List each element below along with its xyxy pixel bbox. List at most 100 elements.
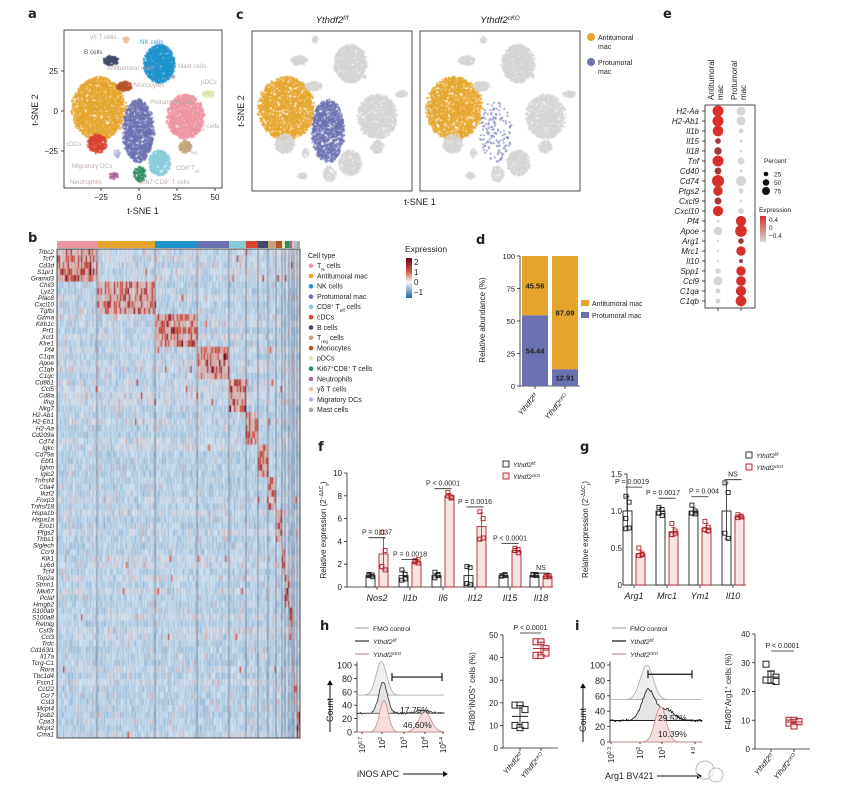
data-point [636, 545, 642, 551]
bar [444, 495, 455, 588]
dot [735, 295, 747, 307]
size-legend-dot [762, 179, 770, 186]
bar [655, 510, 666, 586]
cluster-color-bar [276, 241, 282, 248]
legend-label: mac [598, 44, 612, 51]
legend-swatch [308, 397, 314, 402]
colorbar-tick-label: −0.4 [769, 233, 782, 240]
gene-label: Ccl9 [683, 277, 700, 286]
data-point [626, 525, 632, 531]
data-point [379, 529, 385, 535]
legend-label: Antitumoral [598, 35, 634, 42]
y-tick-label: 20 [489, 699, 498, 708]
gene-label: Cd74 [39, 438, 55, 445]
column-label: mac [716, 85, 725, 100]
dot [713, 186, 723, 196]
legend-swatch [587, 33, 595, 41]
data-point [445, 493, 451, 499]
legend-label: FMO control [630, 626, 668, 633]
cluster-color-bar [282, 241, 285, 248]
y-axis-label: Relative expression (2−ΔΔCt) [581, 481, 593, 578]
legend-swatch [308, 273, 314, 279]
legend-label: Ythdf2cKO [630, 651, 659, 660]
data-point [659, 512, 665, 518]
cluster-color-bar [289, 241, 292, 248]
legend-swatch [308, 366, 314, 372]
gene-label: Pclaf [40, 595, 55, 602]
gene-label: Klk1 [42, 556, 55, 563]
dot [715, 138, 721, 144]
cluster-color-bar [258, 241, 268, 248]
dot [716, 239, 720, 243]
data-point [623, 515, 629, 521]
dot [714, 147, 722, 155]
dot [713, 226, 723, 236]
gene-label: Tnfrsf4 [34, 477, 54, 484]
gene-label: Foxp3 [36, 497, 54, 504]
x-tick-label: −25 [94, 193, 108, 202]
dot [739, 139, 743, 143]
x-tick-label: Il12 [468, 593, 483, 603]
p-value: NS [536, 565, 546, 572]
dot [739, 199, 743, 203]
x-tick-label: Ythdf2f/f [516, 391, 540, 417]
y-tick-label: 20 [741, 688, 750, 697]
data-point [702, 527, 708, 532]
gene-label: C1qb [680, 297, 700, 306]
bar-segment [552, 369, 578, 386]
legend-label: Ythdf2f/f [756, 452, 779, 461]
cluster-label: Mast cells [178, 63, 206, 70]
gene-label: Cxcl10 [34, 301, 54, 308]
x-tick-label: Mrc1 [657, 591, 677, 601]
dot [735, 175, 747, 187]
gene-label: Cd163l1 [30, 647, 54, 654]
data-point [402, 576, 408, 582]
data-point [477, 536, 483, 542]
colorbar-tick-label: 1 [414, 268, 419, 277]
cluster-color-bar [57, 241, 97, 248]
cluster-label: Migratory DCs [72, 163, 112, 170]
data-point [762, 660, 770, 668]
colorbar-tick-label: 0 [769, 225, 773, 232]
x-axis-label: iNOS APC [357, 769, 400, 779]
data-point [515, 546, 521, 552]
data-point [669, 521, 675, 527]
y-tick-label: 100 [590, 661, 605, 671]
bar [668, 531, 679, 586]
dot [715, 298, 721, 304]
data-point [480, 535, 486, 541]
data-point [480, 516, 486, 522]
legend-label: γδ T cells [317, 387, 347, 394]
legend-swatch [581, 300, 589, 306]
data-label: 87.09 [556, 309, 575, 318]
x-tick-label: Arg1 [623, 591, 643, 601]
bar-segment [522, 256, 548, 316]
data-point [623, 526, 629, 532]
data-point [669, 532, 675, 538]
y-tick-label: 25 [507, 350, 515, 359]
dot [712, 205, 724, 217]
data-point [772, 677, 780, 685]
legend-swatch [745, 451, 753, 459]
dot [735, 225, 747, 237]
data-point [448, 494, 454, 500]
x-tick-label: 102 [636, 747, 645, 759]
data-point [672, 530, 678, 536]
dot [712, 105, 724, 117]
y-tick-label: 0 [600, 738, 605, 748]
gene-label: Ccr9 [41, 549, 55, 556]
gene-label: Ccl3 [41, 634, 54, 641]
gene-label: Top2a [36, 575, 54, 582]
cluster-label: γδ T cells [90, 34, 116, 41]
x-tick-label: Ythdf2cKO [543, 391, 570, 421]
plot-frame [251, 30, 413, 192]
gene-label: Apoe [38, 360, 54, 367]
plot-title: Ythdf2f/f [316, 15, 350, 27]
gene-label: Stmn1 [36, 582, 55, 589]
gene-label: Il10 [686, 257, 699, 266]
colorbar-tick-label: 0.4 [769, 217, 778, 224]
gene-label: Hspa1b [32, 510, 54, 517]
cluster-label: TN cells [198, 123, 219, 132]
y-tick-label: 40 [342, 701, 352, 711]
